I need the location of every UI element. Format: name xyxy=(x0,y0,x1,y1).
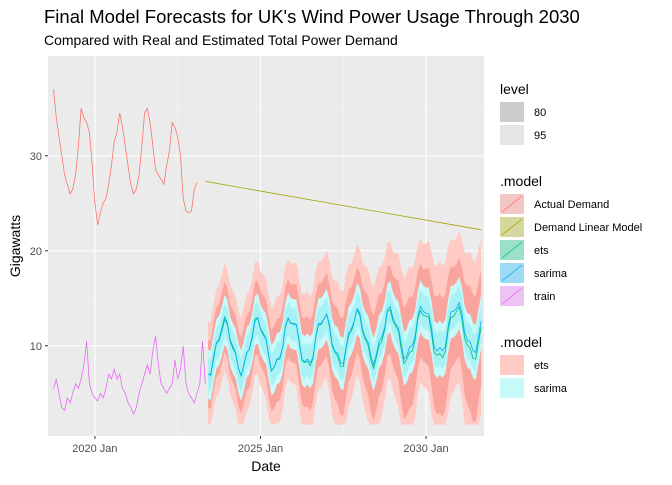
legend-key-80: 80 xyxy=(500,102,546,122)
legend-key-train: train xyxy=(500,286,555,306)
legend-label: sarima xyxy=(534,268,568,280)
legend-swatch xyxy=(500,378,524,398)
demand-linear-model-line xyxy=(205,181,482,231)
legend-swatch xyxy=(500,355,524,375)
legend-swatch-line xyxy=(501,241,523,259)
sarima-80-interval xyxy=(208,285,482,393)
x-tick-label: 2030 Jan xyxy=(403,443,448,455)
x-tick-label: 2020 Jan xyxy=(72,443,117,455)
chart-title: Final Model Forecasts for UK's Wind Powe… xyxy=(44,6,580,27)
legend-title: .model xyxy=(500,173,542,189)
chart-subtitle: Compared with Real and Estimated Total P… xyxy=(44,32,398,48)
legend-key-actual-demand: Actual Demand xyxy=(500,194,609,214)
y-axis: 10 20 30 xyxy=(30,151,48,353)
legend-swatch-line xyxy=(501,218,523,236)
legend-swatch-line xyxy=(501,195,523,213)
legend-label: Demand Linear Model xyxy=(534,222,642,234)
legend-title: .model xyxy=(500,334,542,350)
y-tick-label: 30 xyxy=(30,151,42,163)
legend-label: 80 xyxy=(534,107,546,119)
sarima-line xyxy=(207,301,482,378)
actual-demand-line xyxy=(53,89,198,226)
y-axis-title: Gigawatts xyxy=(7,215,23,277)
legend-label: 95 xyxy=(534,130,546,142)
x-axis-title: Date xyxy=(251,458,281,474)
legend-key-demand-linear-model: Demand Linear Model xyxy=(500,217,642,237)
legend-title: level xyxy=(500,81,529,97)
legend-key-sarima: sarima xyxy=(500,378,568,398)
legend-key-ets: ets xyxy=(500,355,549,375)
legend-label: ets xyxy=(534,360,549,372)
x-axis: 2020 Jan 2025 Jan 2030 Jan xyxy=(72,436,449,455)
train-line xyxy=(53,336,206,416)
y-tick-label: 10 xyxy=(30,341,42,353)
x-tick-label: 2025 Jan xyxy=(238,443,283,455)
y-tick-label: 20 xyxy=(30,246,42,258)
legend: level 80 95 .model Actual Demand Demand Linea… xyxy=(500,81,642,398)
legend-label: Actual Demand xyxy=(534,199,609,211)
legend-label: train xyxy=(534,291,555,303)
legend-label: sarima xyxy=(534,383,568,395)
legend-label: ets xyxy=(534,245,549,257)
forecast-intervals xyxy=(208,231,482,425)
legend-key-95: 95 xyxy=(500,125,546,145)
legend-swatch-line xyxy=(501,287,523,305)
legend-swatch xyxy=(500,125,524,145)
legend-swatch xyxy=(500,102,524,122)
legend-swatch-line xyxy=(501,264,523,282)
legend-key-sarima: sarima xyxy=(500,263,568,283)
legend-key-ets: ets xyxy=(500,240,549,260)
series-lines xyxy=(53,89,482,416)
